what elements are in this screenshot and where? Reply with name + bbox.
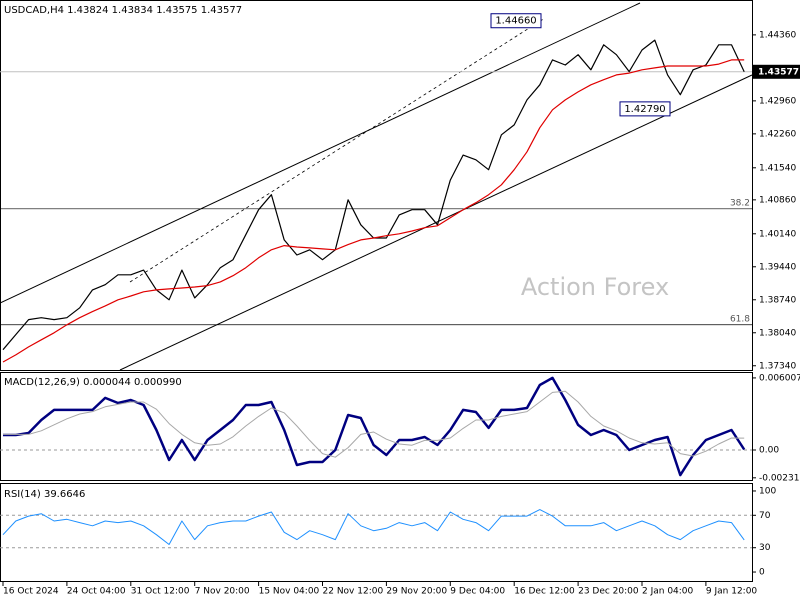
fib-label: 61.8 — [730, 314, 750, 324]
y-tick-label: 1.40140 — [759, 229, 796, 239]
x-tick-label: 22 Nov 12:00 — [323, 587, 384, 597]
macd-panel-frame — [0, 372, 753, 481]
x-tick-label: 31 Oct 12:00 — [131, 587, 190, 597]
panel-title: RSI(14) 39.6646 — [4, 489, 85, 500]
y-tick-label: 1.37340 — [759, 361, 796, 371]
x-tick-label: 29 Nov 20:00 — [386, 587, 447, 597]
y-tick-label: 1.38040 — [759, 328, 796, 338]
callout-label: 1.42790 — [624, 104, 665, 115]
main-panel-frame — [0, 0, 753, 371]
x-tick-label: 23 Dec 20:00 — [578, 587, 639, 597]
y-tick-label: 100 — [759, 486, 776, 496]
panel-title: USDCAD,H4 1.43824 1.43834 1.43575 1.4357… — [4, 5, 242, 16]
fib-label: 38.2 — [730, 198, 750, 208]
x-tick-label: 9 Jan 12:00 — [706, 587, 758, 597]
callout-box — [490, 13, 542, 29]
y-tick-label: 1.39440 — [759, 262, 796, 272]
y-tick-label: 1.42960 — [759, 96, 796, 106]
x-tick-label: 24 Oct 04:00 — [67, 587, 126, 597]
y-tick-label: 0 — [759, 568, 765, 578]
y-tick-label: 70 — [759, 511, 771, 521]
y-tick-label: 1.44360 — [759, 30, 796, 40]
rsi-panel-frame — [0, 483, 753, 582]
watermark: Action Forex — [521, 273, 669, 301]
y-tick-label: -0.002318 — [759, 473, 800, 483]
last-price-box — [753, 64, 800, 79]
x-tick-label: 2 Jan 04:00 — [642, 587, 694, 597]
channel-midline — [129, 17, 546, 283]
callout-box — [619, 101, 671, 117]
x-tick-label: 16 Dec 12:00 — [514, 587, 575, 597]
series-line — [3, 390, 745, 458]
series-line — [3, 376, 746, 477]
y-tick-label: 1.41540 — [759, 163, 796, 173]
y-tick-label: 30 — [759, 543, 771, 553]
y-tick-label: 1.42260 — [759, 129, 796, 139]
x-tick-label: 9 Dec 04:00 — [450, 587, 505, 597]
y-tick-label: 1.38740 — [759, 295, 796, 305]
x-tick-label: 15 Nov 04:00 — [259, 587, 320, 597]
series-line — [2, 59, 745, 363]
x-tick-label: 16 Oct 2024 — [3, 587, 59, 597]
series-line — [2, 509, 745, 545]
channel-upper — [0, 2, 641, 304]
callout-label: 1.44660 — [495, 16, 536, 27]
last-price-label: 1.43577 — [758, 67, 799, 77]
y-tick-label: 0.006007 — [759, 373, 800, 383]
panel-title: MACD(12,26,9) 0.000044 0.000990 — [4, 377, 182, 388]
x-tick-label: 7 Nov 20:00 — [195, 587, 250, 597]
y-tick-label: 0.00 — [759, 446, 779, 456]
y-tick-label: 1.40860 — [759, 195, 796, 205]
